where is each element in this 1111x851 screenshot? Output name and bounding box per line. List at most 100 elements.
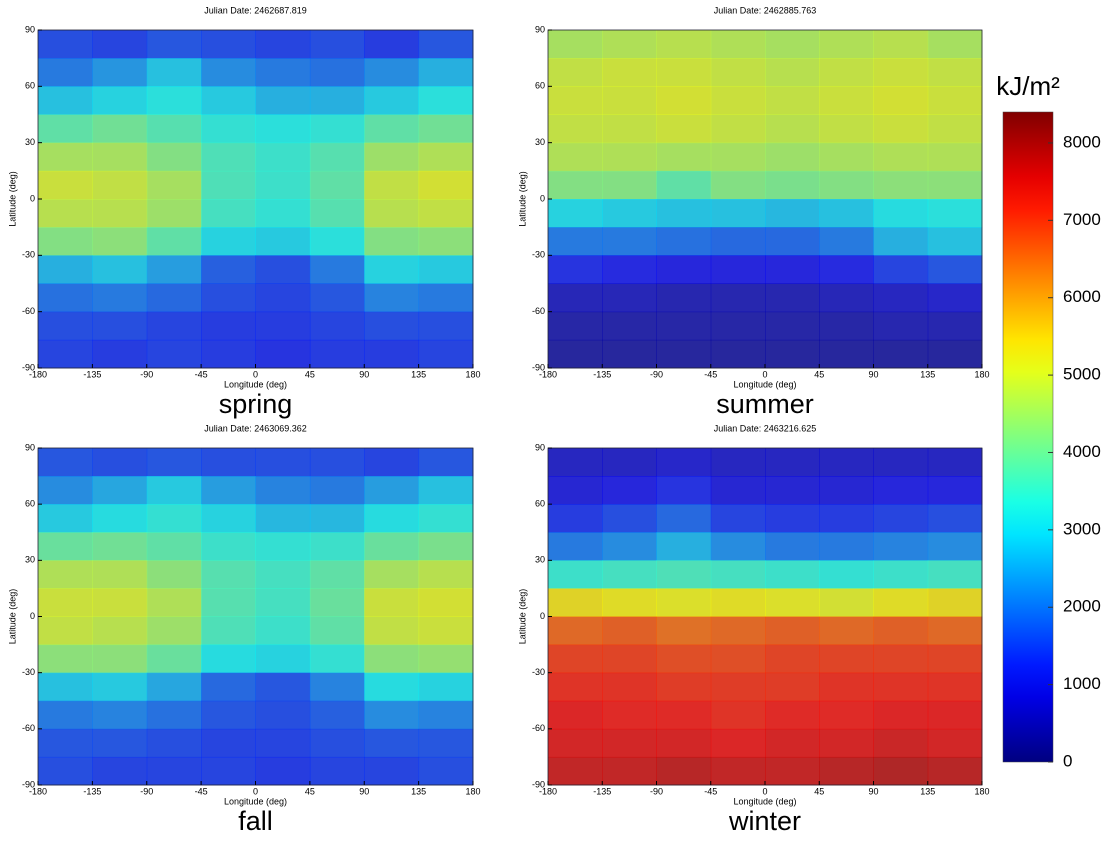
heat-cell [710,756,766,786]
heat-cell [146,476,202,505]
heat-cell [602,476,657,505]
heat-cell [819,199,874,228]
heat-cell [710,142,766,172]
heat-cell [255,476,311,505]
heat-cell [146,616,202,646]
heat-cell [92,114,148,144]
heat-cell [819,30,874,59]
heat-cell [656,532,712,561]
heat-cell [92,283,148,313]
x-tick-label: -135 [593,786,611,796]
heat-cell [92,616,148,646]
heat-cell [146,588,202,617]
heat-cell [819,86,874,115]
heat-cell [309,588,365,617]
heat-cell [548,700,603,730]
heat-cell [364,476,420,505]
heat-cell [309,672,365,702]
heat-cell [146,339,202,369]
heat-cell [146,728,202,758]
heat-cell [765,476,820,505]
heat-cell [418,476,474,505]
season-label: winter [728,806,801,836]
heat-cell [255,86,311,115]
heat-cell [255,30,311,59]
heat-cell [92,700,148,730]
heat-cell [418,142,474,172]
colorbar-tick-label: 5000 [1063,365,1101,384]
heat-cell [927,142,983,172]
heat-cell [602,504,657,533]
heat-cell [201,616,256,646]
heat-cell [92,728,148,758]
heat-cell [309,30,365,59]
colorbar-tick-label: 3000 [1063,519,1101,538]
heat-cell [364,672,420,702]
heat-cell [418,170,474,200]
heat-cell [201,58,256,87]
x-tick-label: -135 [83,786,101,796]
heat-cell [927,339,983,369]
heat-cell [201,283,256,313]
x-axis-label: Longitude (deg) [733,379,796,389]
y-tick-label: 30 [535,137,545,147]
heat-cell [548,142,603,172]
heat-cell [146,255,202,284]
heat-cell [819,728,874,758]
heat-cell [873,700,929,730]
heat-cell [710,616,766,646]
heat-cell [656,58,712,87]
x-axis-label: Longitude (deg) [733,796,796,806]
x-tick-label: -45 [195,786,208,796]
heat-cell [602,728,657,758]
heat-cell [38,616,93,646]
heat-cell [927,644,983,674]
heat-cell [765,560,820,589]
x-tick-label: 90 [868,786,878,796]
heat-cell [765,728,820,758]
heat-cell [38,504,93,533]
heat-cell [873,644,929,674]
heat-cell [656,142,712,172]
y-tick-label: 30 [25,555,35,565]
heat-cell [873,756,929,786]
heat-cell [873,86,929,115]
heat-cell [92,532,148,561]
y-tick-label: 90 [25,442,35,452]
heat-cell [92,756,148,786]
heat-cell [146,448,202,477]
heat-cell [146,142,202,172]
heat-cell [927,532,983,561]
x-tick-label: 0 [253,786,258,796]
heat-cell [364,170,420,200]
heat-cell [765,58,820,87]
heat-cell [309,114,365,144]
heat-cell [92,30,148,59]
heat-cell [873,142,929,172]
heat-cell [38,199,93,228]
heat-cell [92,588,148,617]
heat-cell [602,142,657,172]
heat-cell [710,532,766,561]
y-tick-label: 0 [30,611,35,621]
heat-cell [364,700,420,730]
heat-cell [309,311,365,341]
heat-cell [364,728,420,758]
heat-cell [309,58,365,87]
y-tick-label: 30 [535,555,545,565]
heat-cell [548,560,603,589]
y-tick-label: -30 [22,667,35,677]
heat-cell [710,170,766,200]
heat-cell [819,58,874,87]
heat-cell [418,644,474,674]
x-tick-label: -45 [704,786,717,796]
heat-cell [92,227,148,256]
heat-cell [656,255,712,284]
heat-cell [201,560,256,589]
heat-cell [765,756,820,786]
heat-cell [656,560,712,589]
colorbar-tick-label: 0 [1063,751,1072,770]
y-tick-label: -30 [532,667,545,677]
heat-cell [309,170,365,200]
heat-cell [418,255,474,284]
